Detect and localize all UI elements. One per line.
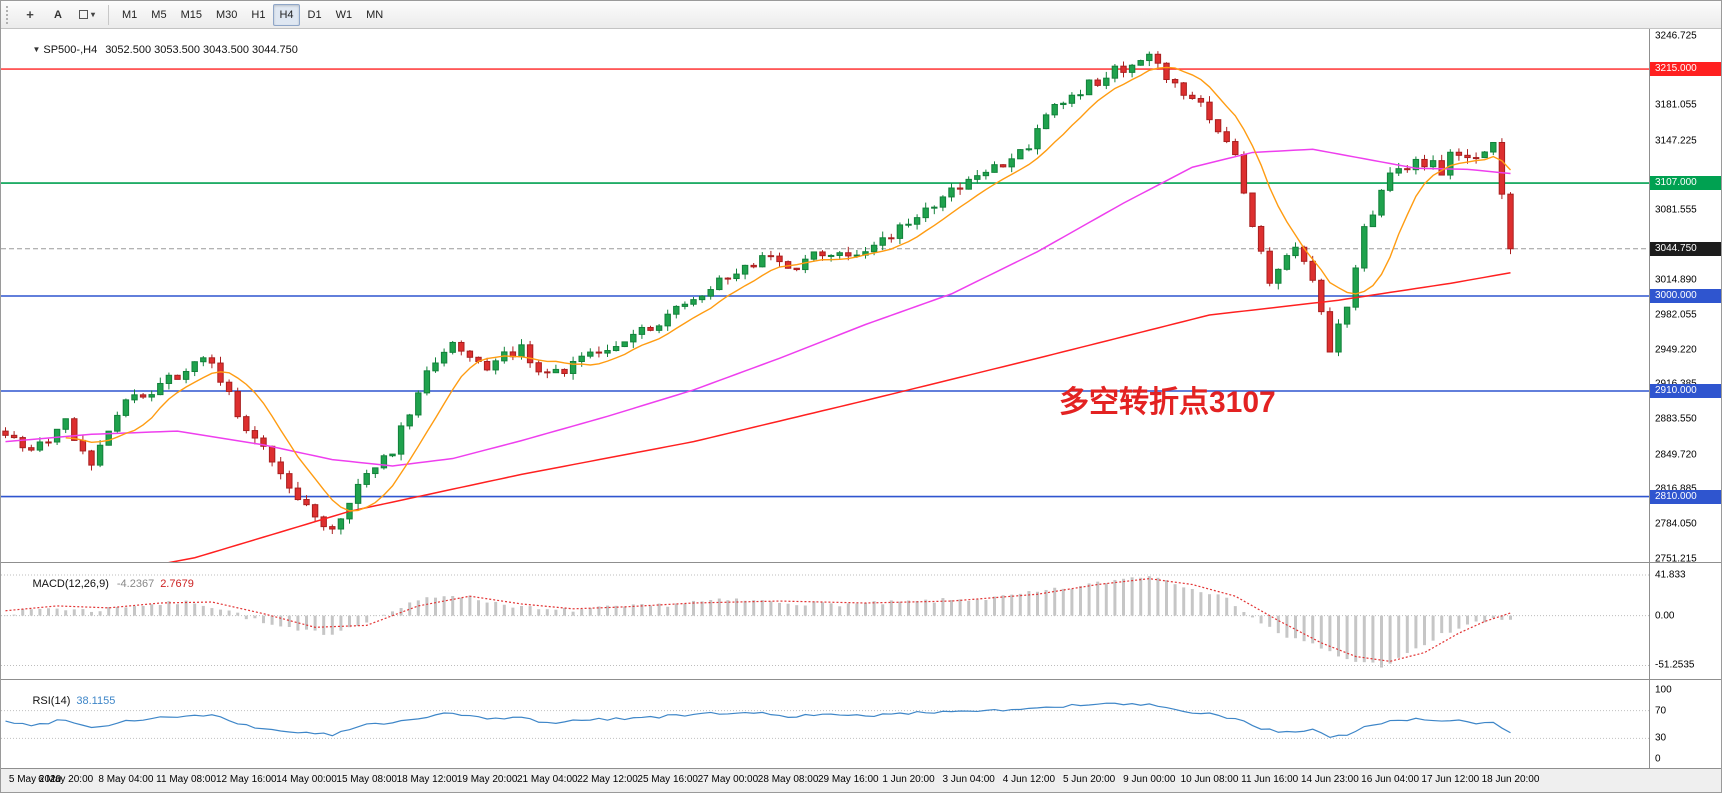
toolbar: + A ▾ M1 M5 M15 M30 H1 H4 D1 W1 MN — [1, 1, 1721, 29]
ma-slow-line — [168, 272, 1511, 562]
objects-dropdown-button[interactable]: ▾ — [73, 4, 101, 26]
timeframe-button-m1[interactable]: M1 — [116, 4, 143, 26]
macd-axis-label: -51.2535 — [1655, 659, 1695, 671]
time-axis-label: 11 Jun 16:00 — [1241, 774, 1299, 785]
candles — [2, 51, 1514, 535]
macd-main-value: -4.2367 — [116, 578, 155, 590]
time-axis-label: 4 Jun 12:00 — [1002, 774, 1056, 785]
timeframe-button-w1[interactable]: W1 — [330, 4, 359, 26]
timeframe-button-d1[interactable]: D1 — [302, 4, 328, 26]
chart-annotation-text: 多空转折点3107 — [1059, 386, 1276, 419]
time-axis-label: 15 May 08:00 — [336, 774, 397, 785]
crosshair-icon: + — [26, 7, 34, 22]
price-axis-label: 2949.220 — [1655, 344, 1697, 356]
text-label-button[interactable]: A — [45, 4, 71, 26]
macd-canvas[interactable] — [1, 563, 1722, 680]
rsi-axis-label: 70 — [1655, 705, 1667, 717]
rsi-axis-label: 0 — [1655, 753, 1661, 765]
price-badge-3000.000: 3000.000 — [1650, 289, 1721, 303]
price-axis-label: 3081.555 — [1655, 204, 1697, 216]
timeframe-button-h4[interactable]: H4 — [273, 3, 300, 26]
price-axis-label: 2751.215 — [1655, 553, 1697, 563]
time-axis-label: 14 May 00:00 — [276, 774, 337, 785]
price-axis-label: 2849.720 — [1655, 449, 1697, 461]
time-axis-label: 5 Jun 20:00 — [1062, 774, 1116, 785]
chart-area: ▼ SP500-,H4 3052.500 3053.500 3043.500 304… — [1, 29, 1722, 792]
macd-header: MACD(12,26,9) -4.2367 2.7679 — [8, 566, 194, 602]
ma-fast-line — [65, 66, 1512, 512]
toolbar-separator — [108, 4, 110, 25]
time-axis-label: 25 May 16:00 — [637, 774, 698, 785]
macd-histogram — [4, 576, 1512, 668]
price-badge-2810.000: 2810.000 — [1650, 489, 1721, 504]
time-axis-label: 12 May 16:00 — [215, 774, 277, 785]
time-axis-label: 10 Jun 08:00 — [1180, 774, 1239, 785]
price-axis-label: 2816.885 — [1655, 484, 1697, 495]
price-axis-label: 3014.890 — [1655, 274, 1697, 286]
time-axis-label: 9 Jun 00:00 — [1123, 774, 1176, 785]
rsi-value: 38.1155 — [76, 695, 116, 707]
macd-title: MACD(12,26,9) — [32, 578, 109, 590]
timeframe-button-h1[interactable]: H1 — [245, 4, 271, 26]
ohlc-quote: 3052.500 3053.500 3043.500 3044.750 — [105, 44, 298, 56]
timeframe-button-m15[interactable]: M15 — [175, 4, 208, 26]
time-axis-label: 6 May 20:00 — [38, 774, 94, 785]
timeframe-button-m30[interactable]: M30 — [210, 4, 243, 26]
time-axis-label: 3 Jun 04:00 — [942, 774, 995, 785]
rsi-axis-label: 100 — [1655, 684, 1672, 696]
macd-signal-line — [5, 578, 1511, 662]
time-axis-label: 19 May 20:00 — [456, 774, 518, 785]
rsi-line — [5, 702, 1511, 739]
macd-panel[interactable]: MACD(12,26,9) -4.2367 2.7679 41.833 0.00 -51… — [1, 563, 1722, 680]
time-axis-label: 16 Jun 04:00 — [1361, 774, 1420, 785]
price-badge-2910.000: 2910.000 — [1650, 384, 1721, 398]
time-axis-label: 8 May 04:00 — [98, 774, 154, 785]
timeframe-button-m5[interactable]: M5 — [145, 4, 172, 26]
collapse-triangle-icon[interactable]: ▼ — [32, 45, 41, 54]
time-axis-label: 18 Jun 20:00 — [1481, 774, 1540, 785]
price-badge-3215.000: 3215.000 — [1650, 62, 1721, 77]
price-badge-3044.750: 3044.750 — [1650, 241, 1721, 256]
price-axis-label: 3246.725 — [1655, 30, 1697, 42]
time-axis[interactable]: 5 May 2020 6 May 20:00 8 May 04:00 11 May 0… — [1, 769, 1721, 792]
rsi-header: RSI(14) 38.1155 — [8, 683, 115, 719]
time-axis-label: 18 May 12:00 — [396, 774, 458, 785]
price-badge-3107.000: 3107.000 — [1650, 176, 1721, 191]
time-axis-label: 11 May 08:00 — [156, 774, 217, 785]
chart-header: ▼ SP500-,H4 3052.500 3053.500 3043.500 304… — [8, 32, 298, 68]
time-axis-label: 17 Jun 12:00 — [1421, 774, 1480, 785]
price-axis-label: 2982.055 — [1655, 309, 1697, 321]
time-axis-label: 5 May 2020 — [8, 774, 62, 785]
timeframe-group: M1 M5 M15 M30 H1 H4 D1 W1 MN — [115, 3, 390, 26]
time-axis-label: 29 May 16:00 — [817, 774, 879, 785]
macd-axis-label: 41.833 — [1655, 569, 1686, 581]
main-chart-canvas[interactable] — [1, 29, 1722, 563]
ma-mid-line — [5, 148, 1511, 467]
price-axis-label: 2784.050 — [1655, 518, 1697, 530]
rsi-panel[interactable]: RSI(14) 38.1155 100 70 30 0 — [1, 680, 1722, 769]
price-axis-label: 3181.055 — [1655, 99, 1697, 111]
crosshair-button[interactable]: + — [17, 4, 43, 26]
time-axis-label: 1 Jun 20:00 — [882, 774, 935, 785]
time-axis-label: 28 May 08:00 — [757, 774, 819, 785]
main-chart-panel[interactable]: ▼ SP500-,H4 3052.500 3053.500 3043.500 304… — [1, 29, 1722, 563]
rsi-axis-label: 30 — [1655, 732, 1667, 744]
timeframe-button-mn[interactable]: MN — [360, 4, 389, 26]
macd-signal-value: 2.7679 — [160, 578, 194, 590]
shapes-icon — [79, 10, 88, 19]
macd-axis-label: 0.00 — [1655, 610, 1675, 622]
time-axis-label: 22 May 12:00 — [577, 774, 638, 785]
rsi-canvas[interactable] — [1, 680, 1722, 769]
time-axis-label: 27 May 00:00 — [697, 774, 759, 785]
price-axis-label: 2883.550 — [1655, 413, 1697, 425]
rsi-title: RSI(14) — [32, 695, 71, 707]
symbol-period-label: SP500-,H4 — [43, 44, 98, 56]
time-axis-label: 14 Jun 23:00 — [1300, 774, 1359, 785]
price-axis-label: 3147.225 — [1655, 135, 1697, 147]
chevron-down-icon: ▾ — [91, 10, 96, 19]
time-axis-label: 21 May 04:00 — [516, 774, 578, 785]
toolbar-grip[interactable] — [6, 5, 11, 24]
price-axis-separator — [1649, 29, 1650, 769]
